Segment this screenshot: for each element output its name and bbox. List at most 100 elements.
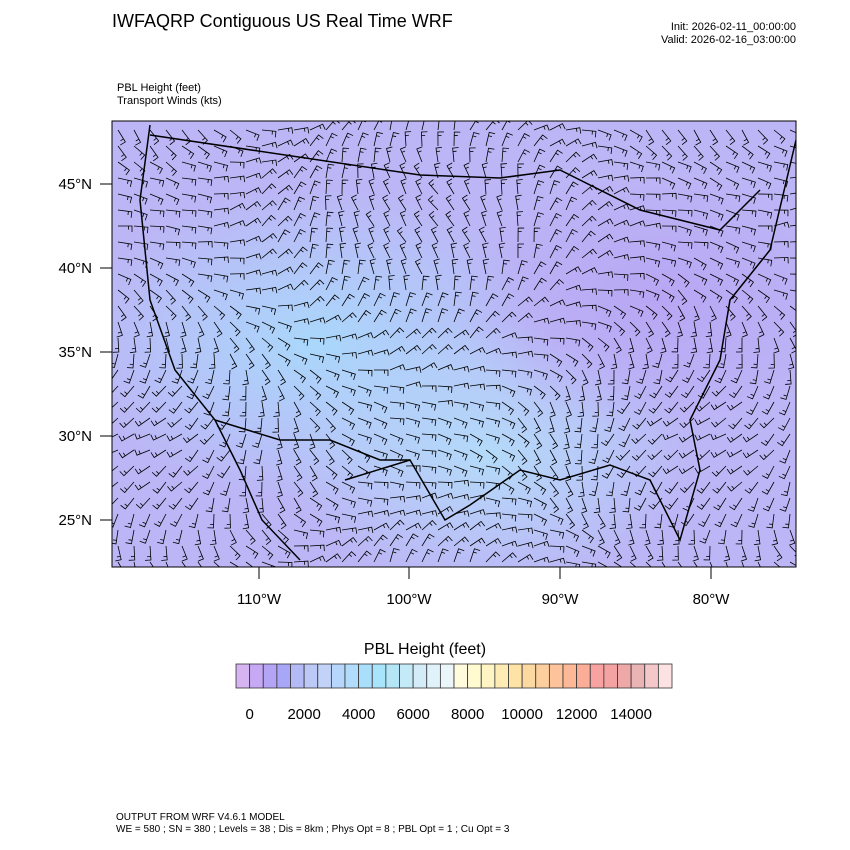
- wind-barb: [276, 465, 283, 482]
- wind-barb: [533, 261, 547, 275]
- wind-barb: [437, 433, 452, 446]
- wind-barb: [501, 497, 517, 506]
- wind-barb: [677, 273, 690, 288]
- colorbar-box: [371, 663, 387, 689]
- wind-barb: [485, 384, 501, 392]
- wind-barb: [117, 289, 130, 304]
- wind-barb: [309, 481, 319, 498]
- wind-barb: [181, 289, 194, 304]
- wind-barb: [757, 289, 771, 304]
- wind-barb: [717, 529, 727, 545]
- wind-barb: [245, 287, 262, 295]
- wind-barb: [421, 533, 435, 547]
- valid-time: Valid: 2026-02-16_03:00:00: [661, 34, 796, 46]
- wind-barb: [773, 177, 789, 188]
- wind-barb: [501, 369, 517, 378]
- wind-barb: [633, 401, 647, 415]
- wind-barb: [762, 497, 775, 512]
- wind-barb: [744, 481, 759, 494]
- wind-barb: [453, 479, 470, 487]
- wind-barb: [229, 529, 237, 546]
- wind-barb: [309, 544, 325, 552]
- wind-barb: [735, 529, 743, 545]
- wind-barb: [197, 305, 208, 321]
- wind-barb: [229, 129, 242, 144]
- wind-barb: [452, 147, 459, 163]
- wind-barb: [181, 193, 197, 203]
- wind-barb: [581, 141, 598, 149]
- wind-barb: [613, 219, 630, 227]
- wind-barb: [726, 449, 743, 458]
- wind-barb: [485, 449, 498, 464]
- wind-barb: [789, 192, 796, 195]
- wind-barb: [482, 242, 489, 259]
- wind-barb: [273, 401, 280, 417]
- wind-barb: [629, 129, 643, 143]
- wind-barb: [613, 321, 626, 336]
- wind-barb: [245, 157, 262, 164]
- colorbar-box: [480, 663, 496, 689]
- wind-barb: [117, 177, 133, 188]
- wind-barb: [261, 269, 278, 277]
- wind-barb: [461, 194, 471, 211]
- colorbar-box: [576, 663, 591, 689]
- wind-barb: [533, 513, 548, 526]
- wind-barb: [165, 225, 181, 236]
- wind-barb: [517, 121, 533, 131]
- wind-barb: [693, 241, 709, 249]
- wind-barb: [389, 385, 405, 394]
- wind-barb: [574, 433, 583, 449]
- wind-barb: [373, 449, 388, 461]
- wind-barb: [725, 161, 740, 173]
- wind-barb: [692, 545, 699, 562]
- wind-barb: [597, 289, 613, 297]
- wind-barb: [133, 145, 146, 160]
- wind-barb: [242, 513, 250, 530]
- wind-barb: [693, 257, 707, 271]
- wind-barb: [293, 213, 306, 227]
- wind-barb: [709, 305, 717, 322]
- wind-barb: [355, 178, 363, 195]
- wind-barb: [565, 545, 580, 558]
- wind-barb: [564, 449, 571, 466]
- wind-barb: [750, 353, 759, 369]
- wind-barb: [277, 197, 291, 211]
- wind-barb: [427, 195, 439, 211]
- wind-barb: [481, 162, 489, 179]
- wind-barb: [277, 153, 294, 163]
- wind-barb: [437, 121, 440, 131]
- wind-barb: [357, 163, 364, 179]
- wind-barb: [485, 131, 496, 147]
- colorbar-box: [521, 663, 537, 689]
- wind-barb: [277, 184, 294, 195]
- wind-barb: [657, 529, 664, 545]
- wind-barb: [742, 433, 759, 443]
- wind-barb: [184, 417, 199, 430]
- wind-barb: [741, 257, 756, 269]
- wind-barb: [671, 353, 679, 369]
- wind-barb: [373, 433, 388, 446]
- wind-barb: [144, 545, 152, 561]
- colorbar-label: 2000: [287, 706, 320, 723]
- wind-barb: [664, 481, 679, 494]
- wind-barb: [703, 545, 711, 561]
- wind-barb: [229, 337, 240, 353]
- colorbar-box: [385, 663, 400, 689]
- wind-barb: [325, 259, 335, 275]
- wind-barb: [597, 353, 605, 370]
- wind-barb: [389, 327, 405, 339]
- wind-barb: [677, 145, 688, 161]
- wind-barb: [421, 327, 437, 339]
- wind-barb: [389, 533, 404, 547]
- wind-barb: [709, 193, 724, 205]
- wind-barb: [757, 209, 773, 219]
- wind-barb: [613, 305, 627, 320]
- wind-barb: [677, 257, 692, 269]
- wind-barb: [787, 353, 795, 370]
- wind-barb: [437, 548, 449, 563]
- wind-barb: [245, 217, 262, 227]
- wind-barb: [437, 344, 453, 355]
- border-canada: [149, 134, 761, 231]
- wind-barb: [661, 305, 673, 321]
- wind-barb: [661, 321, 671, 338]
